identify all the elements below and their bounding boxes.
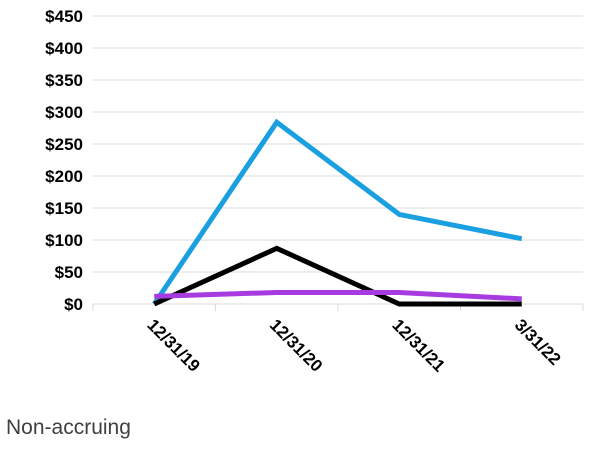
y-tick-label: $350 <box>45 71 83 90</box>
y-tick-label: $0 <box>64 295 83 314</box>
series-line-2 <box>153 245 522 307</box>
y-axis-tick-labels: $0 $50 $100 $150 $200 $250 $300 $350 $400 $450 <box>45 7 83 314</box>
x-tick-label: 12/31/19 <box>143 315 203 375</box>
x-axis-tick-labels: 12/31/19 12/31/20 12/31/21 3/31/22 <box>143 315 564 375</box>
gridlines <box>93 15 583 273</box>
y-tick-label: $150 <box>45 199 83 218</box>
chart-caption: Non-accruing <box>6 416 131 439</box>
x-tick-label: 12/31/21 <box>388 315 448 375</box>
y-tick-label: $100 <box>45 231 83 250</box>
y-tick-label: $300 <box>45 103 83 122</box>
y-tick-label: $200 <box>45 167 83 186</box>
series-lines <box>152 118 523 307</box>
line-chart: $0 $50 $100 $150 $200 $250 $300 $350 $400 $450 12… <box>45 7 584 376</box>
series-line-1 <box>152 118 523 306</box>
y-tick-label: $400 <box>45 39 83 58</box>
y-tick-label: $450 <box>45 7 83 26</box>
y-tick-label: $50 <box>55 263 83 282</box>
series-line-3 <box>154 289 522 302</box>
y-tick-label: $250 <box>45 135 83 154</box>
x-tick-label: 3/31/22 <box>511 315 565 369</box>
x-tick-label: 12/31/20 <box>266 315 326 375</box>
